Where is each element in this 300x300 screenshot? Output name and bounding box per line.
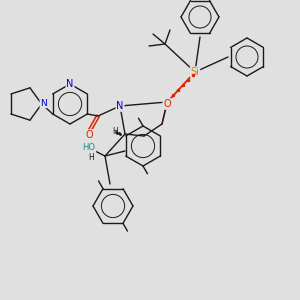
Text: HO: HO <box>82 143 95 152</box>
Text: N: N <box>116 101 124 111</box>
Text: O: O <box>85 130 93 140</box>
Text: H: H <box>112 128 118 136</box>
Text: H: H <box>88 154 94 163</box>
Text: O: O <box>163 99 171 109</box>
Text: N: N <box>40 98 47 107</box>
Text: Si: Si <box>190 67 200 77</box>
Text: N: N <box>66 79 74 89</box>
